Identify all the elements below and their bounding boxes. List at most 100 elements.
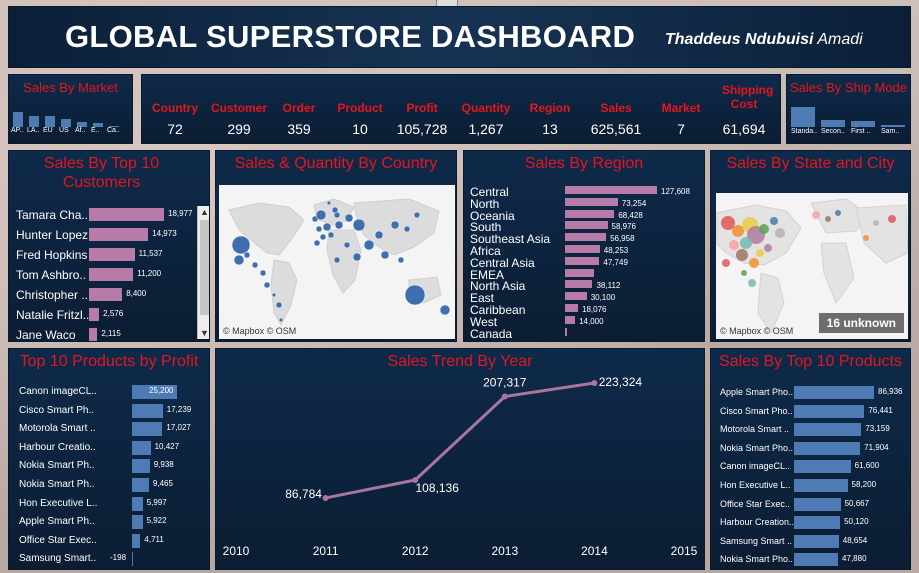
profit-product-bar[interactable]	[132, 533, 141, 548]
product-bar[interactable]	[794, 553, 839, 567]
city-dot[interactable]	[722, 259, 730, 267]
city-dot[interactable]	[764, 244, 772, 252]
city-dot[interactable]	[740, 237, 752, 249]
city-dot[interactable]	[863, 235, 869, 241]
profit-product-bar[interactable]	[132, 496, 143, 511]
top-products-profit-panel[interactable]: Top 10 Products by Profit Canon imageCL.…	[8, 348, 210, 570]
country-dot[interactable]	[251, 261, 259, 269]
region-bar[interactable]	[565, 292, 587, 301]
city-dot[interactable]	[888, 215, 896, 223]
country-dot[interactable]	[380, 250, 390, 260]
city-dot[interactable]	[741, 270, 747, 276]
market-bar[interactable]	[61, 118, 71, 127]
sales-trend-point[interactable]	[412, 476, 419, 483]
ship-mode-bar[interactable]	[791, 107, 815, 127]
market-bar[interactable]	[13, 111, 23, 127]
city-dot[interactable]	[756, 249, 764, 257]
country-dot[interactable]	[413, 211, 421, 219]
product-bar[interactable]	[794, 460, 851, 474]
region-bar[interactable]	[565, 315, 576, 324]
product-bar[interactable]	[794, 534, 839, 548]
top-products-panel[interactable]: Sales By Top 10 Products Apple Smart Pho…	[710, 348, 911, 570]
country-dot[interactable]	[439, 304, 451, 316]
product-bar[interactable]	[794, 423, 862, 437]
country-dot[interactable]	[343, 241, 351, 249]
country-dot[interactable]	[322, 222, 332, 232]
region-bar[interactable]	[565, 280, 593, 289]
customer-bar[interactable]	[89, 268, 134, 281]
scroll-up-icon[interactable]: ▲	[200, 207, 209, 217]
region-bar[interactable]	[565, 209, 615, 218]
city-dot[interactable]	[736, 249, 748, 261]
world-map[interactable]: © Mapbox © OSM	[219, 185, 455, 339]
profit-product-bar[interactable]	[132, 403, 163, 418]
product-bar[interactable]	[794, 516, 841, 530]
market-bar[interactable]	[77, 121, 87, 127]
state-city-map-panel[interactable]: Sales By State and City © Mapbox © OSM 1…	[710, 150, 911, 342]
customer-bar[interactable]	[89, 208, 164, 221]
profit-product-bar[interactable]	[132, 385, 177, 399]
product-bar[interactable]	[794, 386, 874, 399]
profit-product-bar[interactable]	[132, 552, 133, 567]
region-bar[interactable]	[565, 245, 600, 253]
city-dot[interactable]	[825, 216, 831, 222]
country-dot[interactable]	[344, 213, 354, 223]
sales-trend-point[interactable]	[501, 393, 508, 400]
country-dot[interactable]	[333, 256, 341, 264]
region-bar[interactable]	[565, 197, 618, 206]
region-bar[interactable]	[565, 221, 608, 230]
profit-product-bar[interactable]	[132, 478, 149, 492]
country-dot[interactable]	[319, 233, 327, 241]
country-dot[interactable]	[315, 225, 323, 233]
state-city-map[interactable]: © Mapbox © OSM 16 unknown	[715, 193, 909, 339]
profit-product-bar[interactable]	[132, 440, 151, 455]
product-bar[interactable]	[794, 441, 861, 455]
map-attribution[interactable]: © Mapbox © OSM	[223, 326, 297, 336]
sales-by-ship-mode-panel[interactable]: Sales By Ship Mode Standa.. Secon.. First …	[786, 74, 911, 144]
scroll-down-icon[interactable]: ▼	[200, 328, 209, 338]
country-dot[interactable]	[231, 235, 251, 255]
country-dot[interactable]	[275, 301, 283, 309]
sales-trend-point[interactable]	[591, 380, 598, 387]
country-map-panel[interactable]: Sales & Quantity By Country © Mapbox © O…	[215, 150, 457, 342]
country-dot[interactable]	[334, 220, 344, 230]
profit-product-bar[interactable]	[132, 515, 143, 530]
city-dot[interactable]	[732, 225, 744, 237]
market-bar[interactable]	[109, 126, 119, 127]
country-dot[interactable]	[352, 218, 366, 232]
product-bar[interactable]	[794, 404, 865, 418]
country-dot[interactable]	[313, 239, 321, 247]
country-dot[interactable]	[263, 281, 271, 289]
region-bar[interactable]	[565, 327, 567, 336]
region-bar[interactable]	[565, 268, 594, 277]
country-dot[interactable]	[259, 269, 267, 277]
customers-scrollbar[interactable]: ▲ ▼	[197, 206, 209, 339]
region-bar[interactable]	[565, 186, 657, 194]
unknown-locations-badge[interactable]: 16 unknown	[818, 313, 904, 333]
product-bar[interactable]	[794, 479, 848, 492]
ship-mode-bar[interactable]	[851, 121, 875, 127]
sales-by-ship-mode-chart[interactable]: Standa.. Secon.. First .. Sam..	[787, 75, 910, 143]
profit-product-bar[interactable]	[132, 422, 163, 437]
state-map-attribution[interactable]: © Mapbox © OSM	[720, 326, 794, 336]
country-dot[interactable]	[271, 292, 277, 298]
market-bar[interactable]	[93, 123, 103, 127]
country-dot[interactable]	[374, 230, 384, 240]
country-dot[interactable]	[390, 220, 400, 230]
sales-by-region-panel[interactable]: Sales By Region Central 127,608 North 73,25…	[463, 150, 705, 342]
country-dot[interactable]	[327, 231, 335, 239]
country-dot[interactable]	[326, 200, 332, 206]
city-dot[interactable]	[721, 216, 735, 230]
country-dot[interactable]	[352, 252, 362, 262]
country-dot[interactable]	[315, 209, 327, 221]
region-bar[interactable]	[565, 304, 579, 312]
country-dot[interactable]	[404, 284, 426, 306]
ship-mode-bar[interactable]	[821, 120, 845, 127]
sales-by-market-panel[interactable]: Sales By Market AP.. LA.. EU US Af.. E.. Ca..	[8, 74, 133, 144]
country-dot[interactable]	[397, 256, 405, 264]
city-dot[interactable]	[835, 210, 841, 216]
city-dot[interactable]	[775, 228, 785, 238]
city-dot[interactable]	[770, 217, 778, 225]
ship-mode-bar[interactable]	[881, 125, 905, 127]
city-dot[interactable]	[759, 224, 769, 234]
